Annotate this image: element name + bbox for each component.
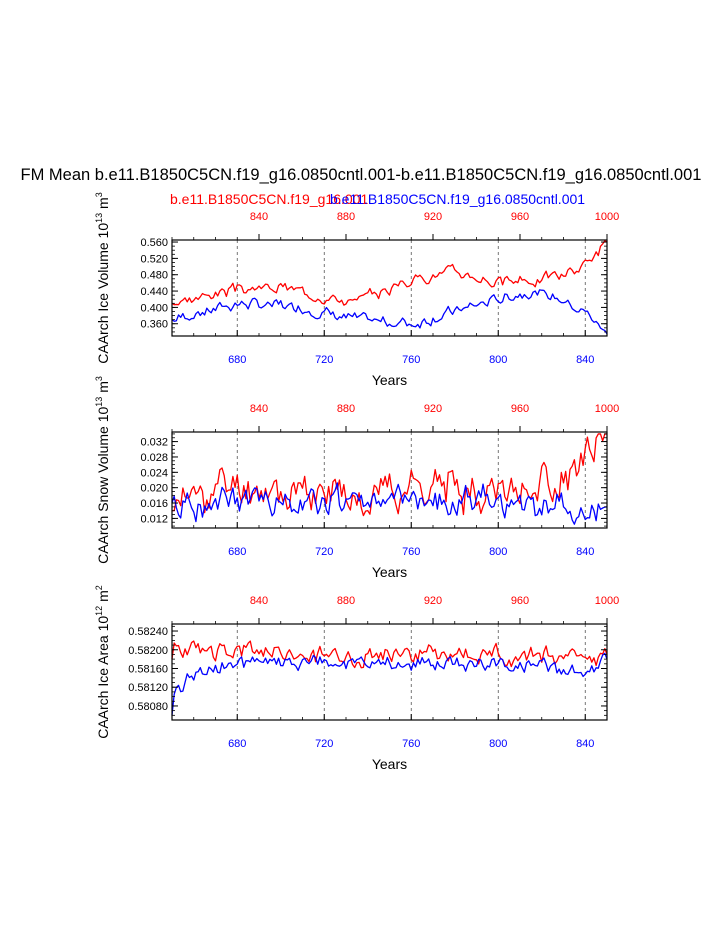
series-line-blue [171,289,608,335]
x-top-tick-label: 920 [424,211,442,223]
x-top-tick-label: 880 [337,595,355,607]
chart-panel-3: 0.58080 0.58120 0.58160 0.58200 0.58240 680 72… [94,585,619,772]
x-axis-label: Years [372,756,407,772]
x-top-tick-label: 960 [511,595,529,607]
x-bottom-tick-label: 720 [315,354,333,366]
y-axis-label: CAArch Snow Volume 1013 m3 [94,376,111,564]
y-tick-label: 0.360 [140,319,168,331]
legend-blue-label: b.e11.B1850C5CN.f19_g16.0850cntl.001 [330,191,585,207]
x-bottom-tick-label: 760 [402,354,420,366]
y-axis-label: CAArch Ice Area 1012 m2 [94,585,111,739]
y-tick-label: 0.400 [140,302,168,314]
y-tick-label: 0.58240 [128,626,168,638]
y-tick-label: 0.58120 [128,682,168,694]
legend-red-label: b.e11.B1850C5CN.f19_g16.001 [170,191,368,207]
y-tick-label: 0.032 [140,437,168,449]
y-tick-label: 0.028 [140,452,168,464]
x-bottom-tick-label: 760 [402,546,420,558]
series-line-blue [171,482,608,525]
x-axis-label: Years [372,564,407,580]
y-tick-label: 0.520 [140,253,168,265]
y-tick-label: 0.020 [140,483,168,495]
series-line-red [171,640,608,669]
x-bottom-tick-label: 680 [228,354,246,366]
x-bottom-tick-label: 840 [576,546,594,558]
x-top-tick-label: 1000 [595,403,619,415]
y-tick-label: 0.560 [140,237,168,249]
x-bottom-tick-label: 840 [576,738,594,750]
y-tick-label: 0.440 [140,286,168,298]
y-tick-label: 0.480 [140,270,168,282]
x-bottom-tick-label: 840 [576,354,594,366]
series-line-red [171,240,608,306]
x-axis-label: Years [372,372,407,388]
x-top-tick-label: 1000 [595,211,619,223]
panels: 0.360 0.400 0.440 0.480 0.520 0.560 680 720 760 8… [94,192,619,772]
chart-panel-1: 0.360 0.400 0.440 0.480 0.520 0.560 680 720 760 8… [94,192,619,388]
y-tick-label: 0.58160 [128,663,168,675]
x-top-tick-label: 1000 [595,595,619,607]
y-axis-label: CAArch Ice Volume 1013 m3 [94,192,111,363]
x-bottom-tick-label: 800 [489,546,507,558]
x-top-tick-label: 880 [337,211,355,223]
y-tick-label: 0.58080 [128,701,168,713]
y-tick-label: 0.024 [140,467,168,479]
x-top-tick-label: 880 [337,403,355,415]
series-line-blue [171,652,608,716]
x-bottom-tick-label: 800 [489,738,507,750]
x-bottom-tick-label: 720 [315,546,333,558]
series-line-red [171,433,607,517]
x-bottom-tick-label: 680 [228,738,246,750]
x-top-tick-label: 960 [511,403,529,415]
figure-title: FM Mean b.e11.B1850C5CN.f19_g16.0850cntl… [21,166,702,184]
x-bottom-tick-label: 720 [315,738,333,750]
y-tick-label: 0.016 [140,498,168,510]
x-top-tick-label: 960 [511,211,529,223]
x-bottom-tick-label: 680 [228,546,246,558]
y-tick-label: 0.58200 [128,645,168,657]
x-top-tick-label: 920 [424,403,442,415]
x-top-tick-label: 840 [250,595,268,607]
y-tick-label: 0.012 [140,513,168,525]
x-top-tick-label: 840 [250,211,268,223]
chart-panel-2: 0.012 0.016 0.020 0.024 0.028 0.032 680 720 760 8… [94,376,619,580]
x-bottom-tick-label: 800 [489,354,507,366]
x-bottom-tick-label: 760 [402,738,420,750]
x-top-tick-label: 840 [250,403,268,415]
x-top-tick-label: 920 [424,595,442,607]
